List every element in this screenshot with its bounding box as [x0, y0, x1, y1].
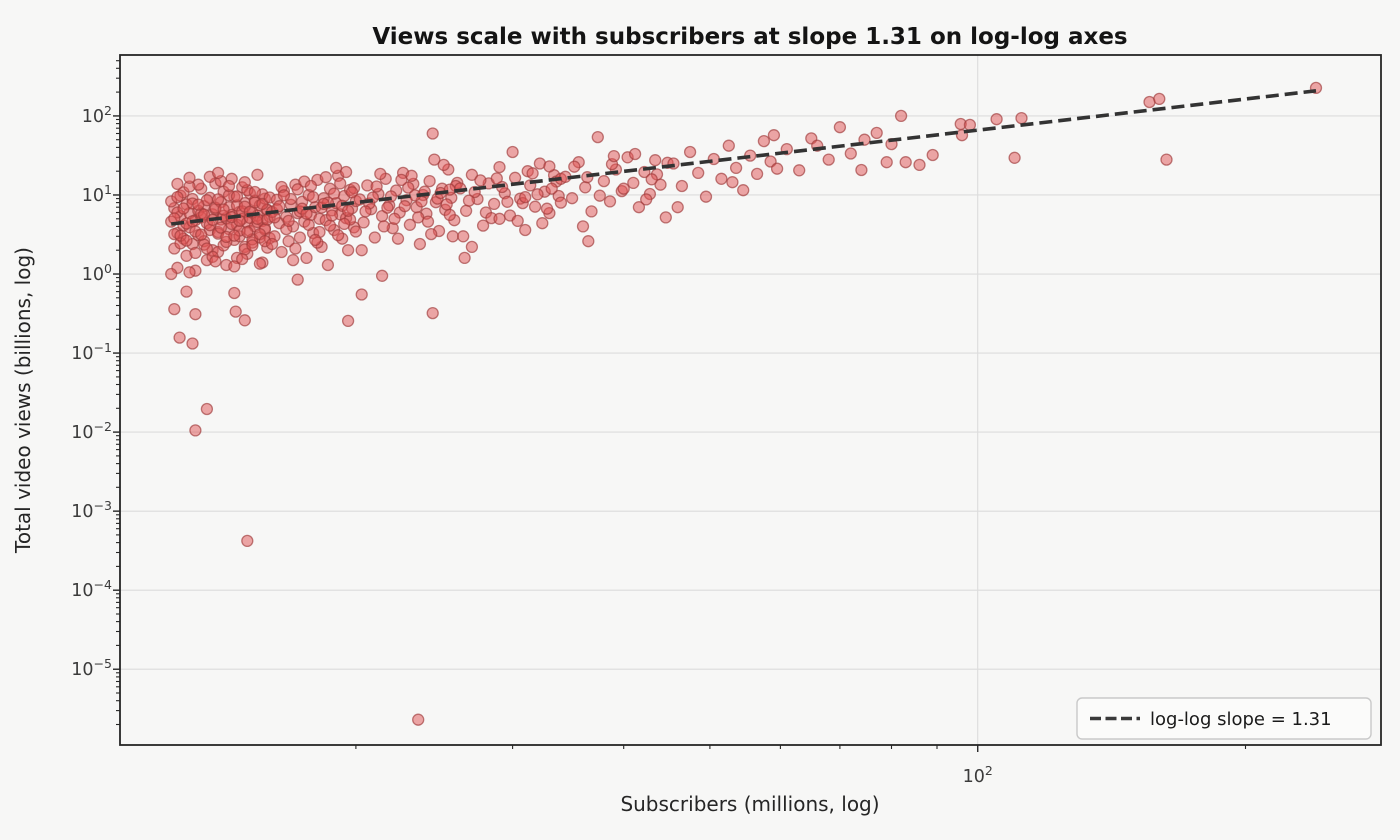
legend-label: log-log slope = 1.31: [1150, 709, 1332, 730]
chart-title: Views scale with subscribers at slope 1.…: [372, 24, 1127, 50]
legend-box: [1076, 697, 1372, 740]
legend: log-log slope = 1.31: [1076, 697, 1372, 740]
svg-text:10−3: 10−3: [71, 498, 112, 522]
svg-text:10−4: 10−4: [71, 577, 112, 601]
svg-text:101: 101: [82, 182, 112, 206]
x-axis-label: Subscribers (millions, log): [620, 792, 879, 816]
svg-text:102: 102: [82, 103, 112, 127]
svg-text:100: 100: [82, 261, 112, 285]
axis-tick-labels: 102 101 100 10−1 10−2 10−3 10−4 10−5 102: [71, 103, 993, 787]
svg-text:102: 102: [963, 763, 993, 787]
plot-border: [119, 54, 1382, 746]
scatter-points: [165, 81, 1323, 726]
svg-text:10−2: 10−2: [71, 419, 112, 443]
y-axis-label: Total video views (billions, log): [11, 247, 35, 554]
trend-line: [170, 89, 1317, 226]
svg-text:10−1: 10−1: [71, 340, 112, 364]
svg-text:10−5: 10−5: [71, 656, 112, 680]
